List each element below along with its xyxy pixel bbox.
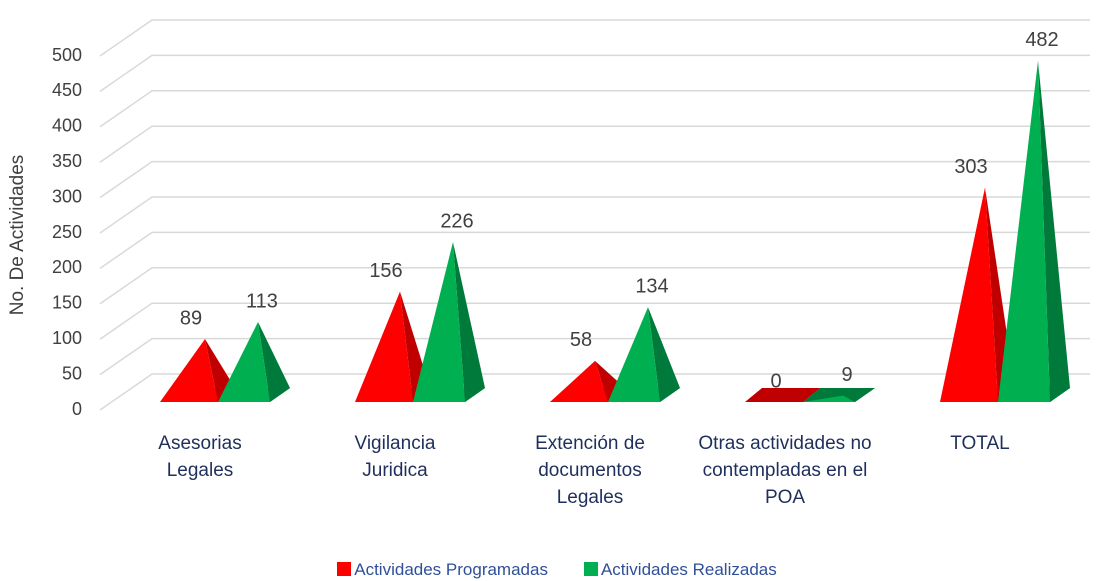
value-label: 156 [369,260,402,282]
grid-line [99,373,1090,411]
legend: Actividades Programadas Actividades Reali… [0,560,1114,580]
grid-line [99,125,1090,163]
grid-line [99,160,1090,199]
pyramid [745,388,820,402]
legend-item: Actividades Programadas [337,560,548,580]
pyramid [413,241,485,402]
y-tick-label: 50 [62,363,82,383]
x-tick-label: Vigilancia Juridica [354,433,436,481]
value-label: 9 [841,364,852,386]
x-tick-label: Asesorias Legales [158,433,242,481]
grid-line [99,267,1090,305]
value-label: 303 [954,156,987,178]
pyramid-front [608,307,660,402]
grid-line [99,196,1090,234]
y-tick-label: 400 [52,116,82,136]
grid-line [99,231,1090,270]
legend-swatch [337,562,352,576]
legend-item: Actividades Realizadas [583,560,777,580]
y-tick-label: 450 [52,80,82,100]
pyramid-side [843,388,875,402]
pyramid [998,60,1070,403]
pyramid-front [160,338,218,402]
pyramid-front [940,187,998,402]
pyramid-side [648,307,680,402]
pyramid-front [218,321,270,402]
y-tick-label: 350 [52,151,82,171]
y-axis-title: No. De Actividades [7,155,28,316]
value-label: 113 [246,290,278,312]
grid-line [99,54,1090,93]
pyramid-side [1038,60,1070,403]
y-tick-label: 300 [52,186,82,206]
legend-swatch [583,562,598,576]
y-tick-label: 0 [72,399,82,419]
value-label: 89 [180,307,202,329]
legend-label: Actividades Realizadas [600,560,777,579]
y-tick-label: 500 [52,45,82,65]
grid-line [99,302,1090,340]
value-label: 134 [635,275,668,297]
pyramid-front [355,291,413,402]
grid-line [99,337,1090,376]
y-tick-label: 200 [52,257,82,277]
pyramid [608,307,680,402]
y-tick-label: 250 [52,222,82,242]
pyramid-front [550,360,608,402]
x-tick-label: TOTAL [950,433,1010,454]
pyramid [803,388,875,402]
pyramid-side [258,321,290,402]
value-label: 0 [770,370,781,392]
value-label: 226 [440,210,473,232]
value-label: 58 [570,329,592,351]
grid-line [99,90,1090,128]
pyramid-front [998,60,1050,403]
value-label: 482 [1025,29,1058,51]
pyramid-front [803,395,855,402]
y-tick-label: 100 [52,328,82,348]
pyramid [218,321,290,402]
pyramid-side [453,241,485,402]
grid-line [99,19,1090,57]
legend-label: Actividades Programadas [354,560,548,579]
x-tick-label: Otras actividades no contempladas en el … [698,433,872,508]
pyramid-front [413,241,465,402]
pyramid-side [790,388,820,402]
y-tick-label: 150 [52,293,82,313]
x-tick-label: Extención de documentos Legales [535,433,645,508]
